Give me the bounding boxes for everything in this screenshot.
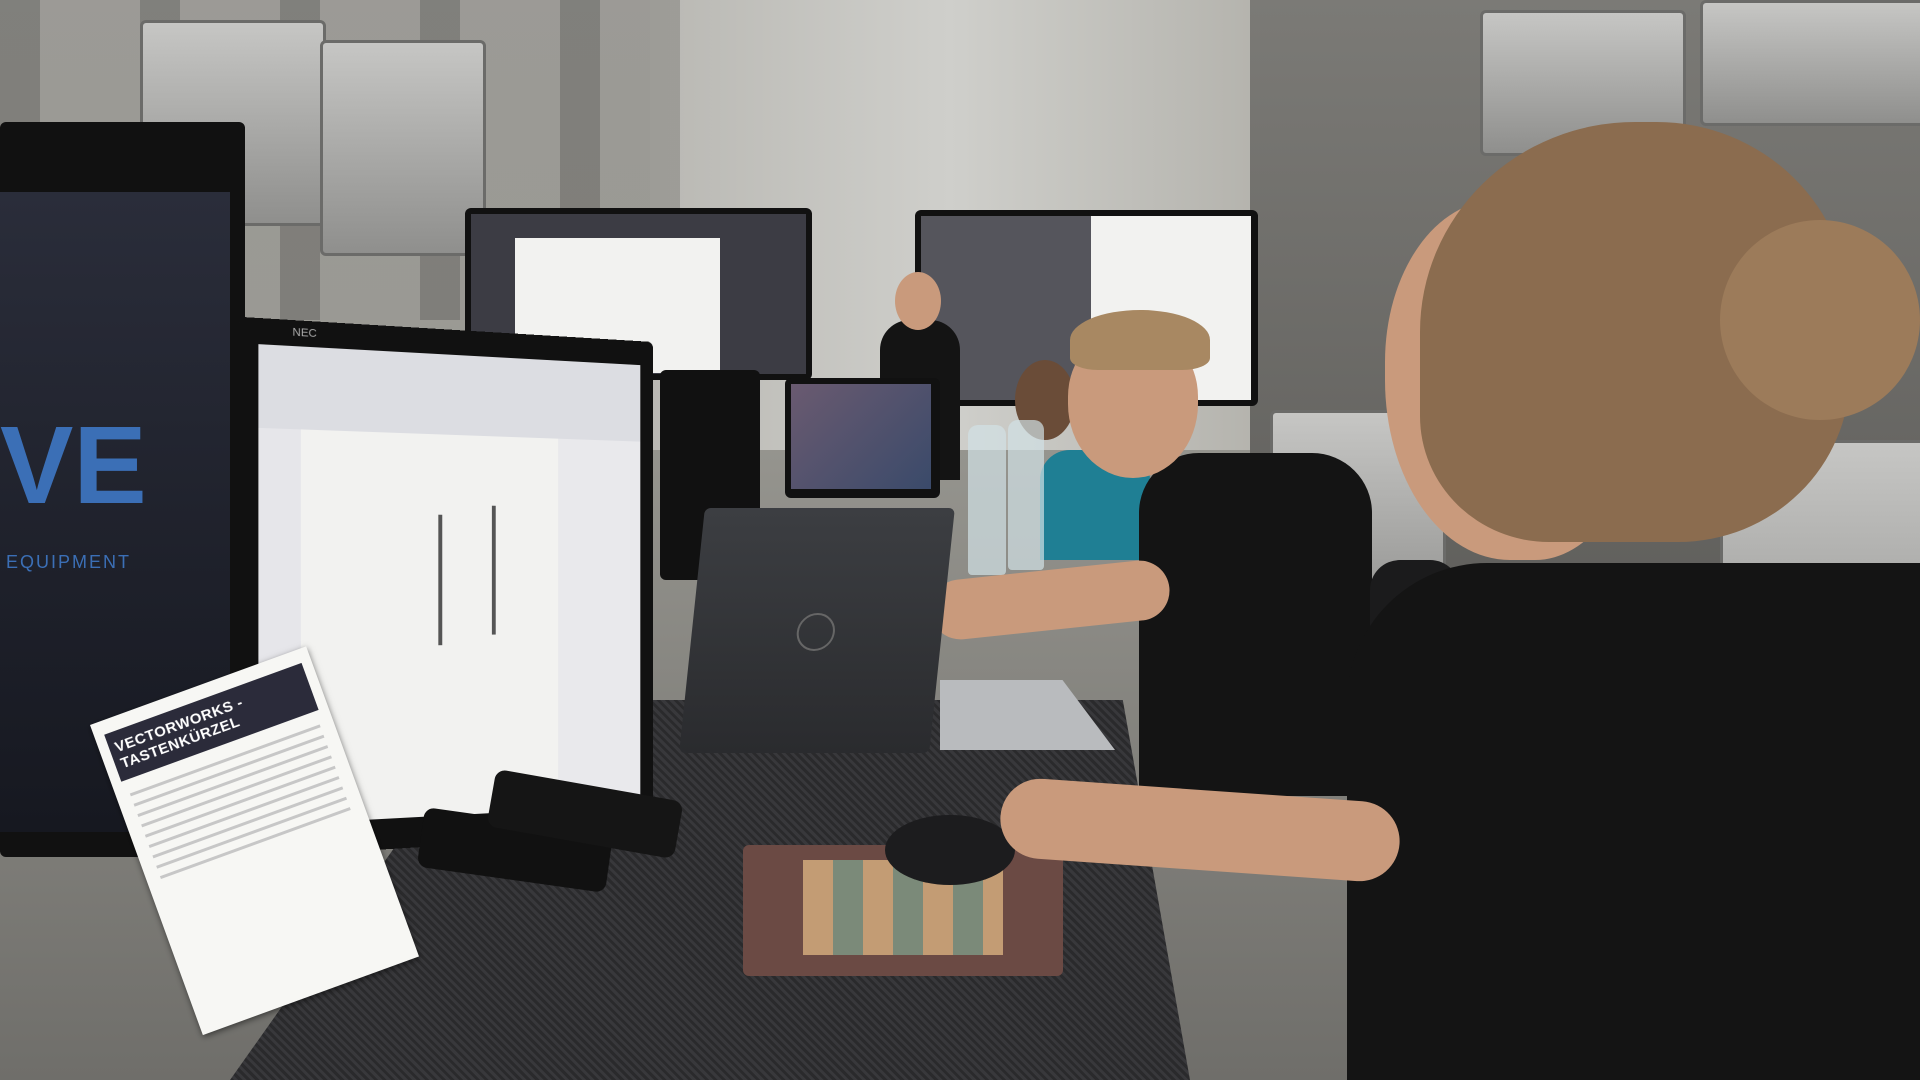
monitor-brand: NEC bbox=[292, 326, 317, 341]
cad-object-info bbox=[558, 438, 641, 810]
cad-drawing-line bbox=[491, 505, 496, 635]
dell-logo-icon bbox=[794, 613, 837, 651]
hair-bun bbox=[1720, 220, 1920, 420]
cad-drawing-line bbox=[438, 514, 443, 646]
laptop-lid bbox=[679, 508, 955, 753]
back-monitor-cad bbox=[465, 208, 812, 380]
flight-case bbox=[320, 40, 486, 256]
participant-hair bbox=[1070, 310, 1210, 370]
water-bottle bbox=[1008, 420, 1044, 570]
mid-monitor bbox=[785, 378, 940, 498]
participant-black-shirt bbox=[1139, 453, 1372, 796]
foreground-participant-shirt bbox=[1347, 563, 1920, 1080]
instructor-head bbox=[895, 272, 941, 330]
logo-letters: VE bbox=[0, 404, 147, 527]
flight-case bbox=[1700, 0, 1920, 126]
cad-toolbar bbox=[258, 344, 641, 442]
computer-mouse bbox=[885, 815, 1015, 885]
logo-text: EQUIPMENT bbox=[6, 552, 132, 572]
water-bottle bbox=[968, 425, 1006, 575]
